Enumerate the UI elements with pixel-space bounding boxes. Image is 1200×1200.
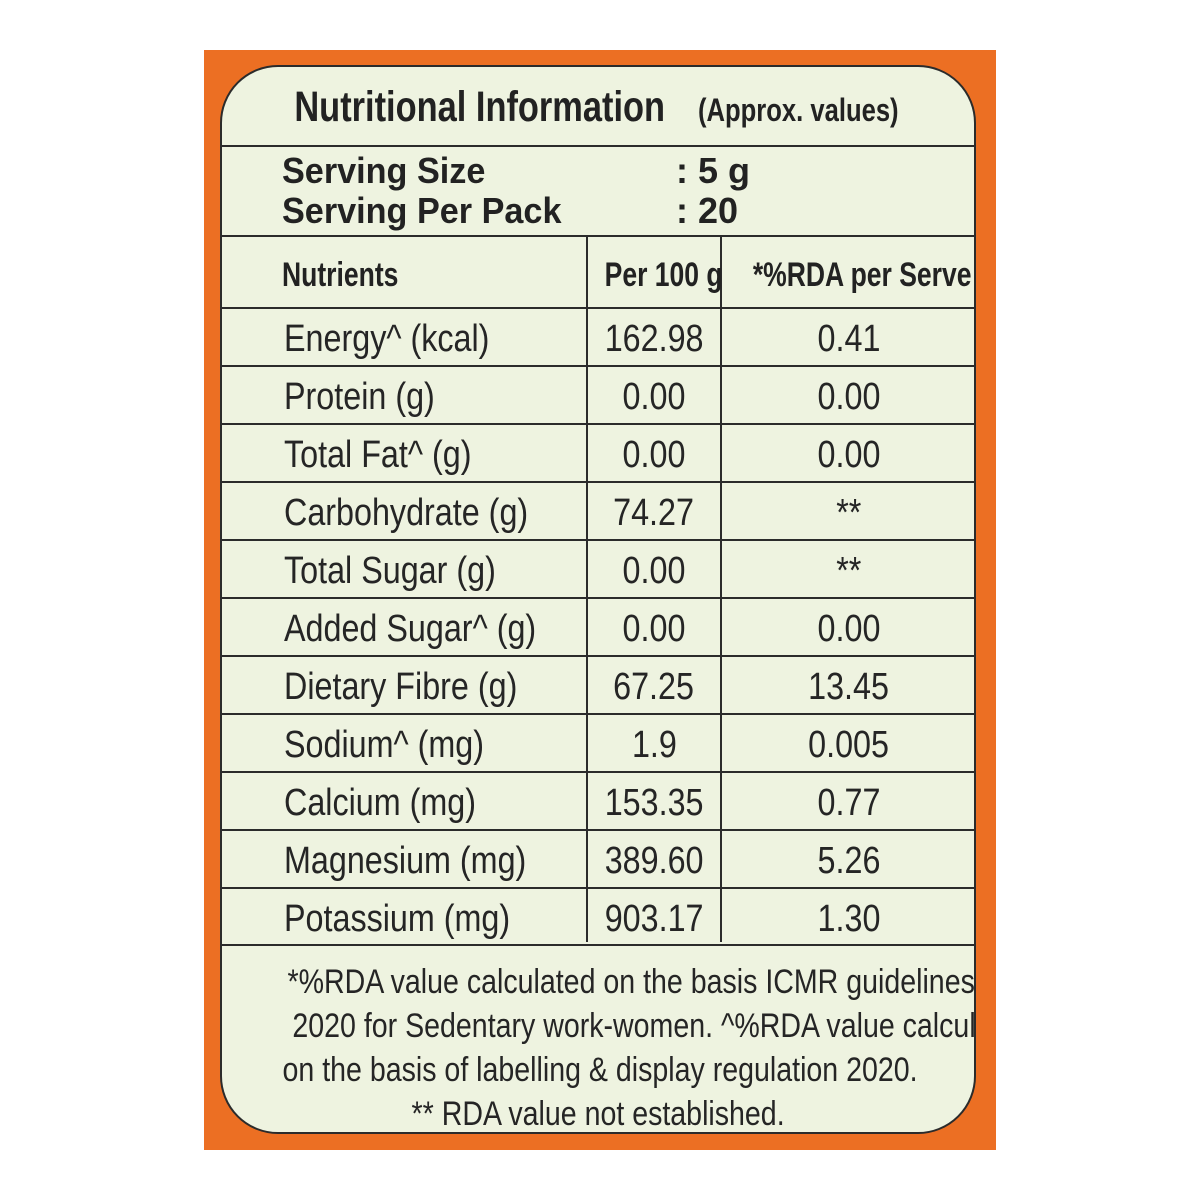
nutrient-name: Added Sugar^ (g)	[284, 608, 537, 650]
serving-per-pack-value: : 20	[676, 190, 739, 231]
column-divider	[586, 237, 588, 942]
per-100g-value: 0.00	[622, 376, 686, 418]
serving-info: Serving Size : 5 g Serving Per Pack : 20	[222, 147, 974, 237]
serving-size-line: Serving Size : 5 g	[282, 150, 750, 191]
label-title-note: (Approx. values)	[697, 92, 899, 128]
table-row: Energy^ (kcal) 162.98 0.41	[222, 309, 974, 367]
per-100g-value: 0.00	[622, 550, 686, 592]
table-row: Sodium^ (mg) 1.9 0.005	[222, 715, 974, 773]
table-row: Magnesium (mg) 389.60 5.26	[222, 831, 974, 889]
nutrient-table: Nutrients Per 100 g *%RDA per Serve Ener…	[222, 237, 974, 944]
footnote-line: ** RDA value not established.	[411, 1095, 785, 1133]
table-row: Added Sugar^ (g) 0.00 0.00	[222, 599, 974, 657]
per-100g-value: 0.00	[622, 434, 686, 476]
rda-value: 0.41	[817, 318, 881, 360]
nutrient-name: Magnesium (mg)	[284, 840, 527, 882]
rda-value: 0.00	[817, 376, 881, 418]
nutrient-name: Potassium (mg)	[284, 898, 511, 940]
rda-value: 0.00	[817, 608, 881, 650]
footnote-line: *%RDA value calculated on the basis ICMR…	[287, 963, 975, 1001]
footnote-line: 2020 for Sedentary work-women. ^%RDA val…	[292, 1007, 976, 1045]
per-100g-value: 1.9	[631, 724, 677, 766]
nutrient-name: Total Sugar (g)	[284, 550, 496, 592]
table-row: Protein (g) 0.00 0.00	[222, 367, 974, 425]
nutrient-name: Energy^ (kcal)	[284, 318, 490, 360]
table-row: Potassium (mg) 903.17 1.30	[222, 889, 974, 946]
serving-size-label: Serving Size	[282, 150, 486, 191]
serving-size-value: : 5 g	[676, 150, 751, 191]
rda-value: **	[836, 550, 862, 592]
rda-value: 5.26	[817, 840, 881, 882]
header-nutrients: Nutrients	[282, 256, 399, 294]
header-per-100g: Per 100 g	[604, 256, 723, 294]
per-100g-value: 74.27	[613, 492, 695, 534]
rda-value: 0.005	[808, 724, 890, 766]
table-row: Carbohydrate (g) 74.27 **	[222, 483, 974, 541]
serving-per-pack-label: Serving Per Pack	[282, 190, 562, 231]
label-title: Nutritional Information	[294, 83, 665, 131]
rda-value: **	[836, 492, 862, 534]
footnote-line: on the basis of labelling & display regu…	[282, 1051, 918, 1089]
per-100g-value: 0.00	[622, 608, 686, 650]
nutrient-name: Total Fat^ (g)	[284, 434, 472, 476]
serving-per-pack-line: Serving Per Pack : 20	[282, 190, 738, 231]
per-100g-value: 903.17	[604, 898, 704, 940]
table-row: Calcium (mg) 153.35 0.77	[222, 773, 974, 831]
table-row: Dietary Fibre (g) 67.25 13.45	[222, 657, 974, 715]
per-100g-value: 153.35	[604, 782, 704, 824]
per-100g-value: 389.60	[604, 840, 704, 882]
footnote: *%RDA value calculated on the basis ICMR…	[222, 944, 976, 1133]
rda-value: 13.45	[808, 666, 890, 708]
rda-value: 0.00	[817, 434, 881, 476]
nutrient-name: Sodium^ (mg)	[284, 724, 485, 766]
label-title-row: Nutritional Information (Approx. values)	[222, 67, 974, 147]
per-100g-value: 162.98	[604, 318, 704, 360]
nutrient-name: Protein (g)	[284, 376, 435, 418]
per-100g-value: 67.25	[613, 666, 695, 708]
table-row: Total Fat^ (g) 0.00 0.00	[222, 425, 974, 483]
header-rda-per-serve: *%RDA per Serve	[752, 256, 972, 294]
table-row: Total Sugar (g) 0.00 **	[222, 541, 974, 599]
nutrient-name: Calcium (mg)	[284, 782, 477, 824]
rda-value: 1.30	[817, 898, 881, 940]
table-header: Nutrients Per 100 g *%RDA per Serve	[222, 237, 974, 309]
nutrient-name: Carbohydrate (g)	[284, 492, 529, 534]
nutrient-name: Dietary Fibre (g)	[284, 666, 518, 708]
column-divider	[720, 237, 722, 942]
rda-value: 0.77	[817, 782, 881, 824]
nutrition-label: Nutritional Information (Approx. values)…	[220, 65, 976, 1134]
